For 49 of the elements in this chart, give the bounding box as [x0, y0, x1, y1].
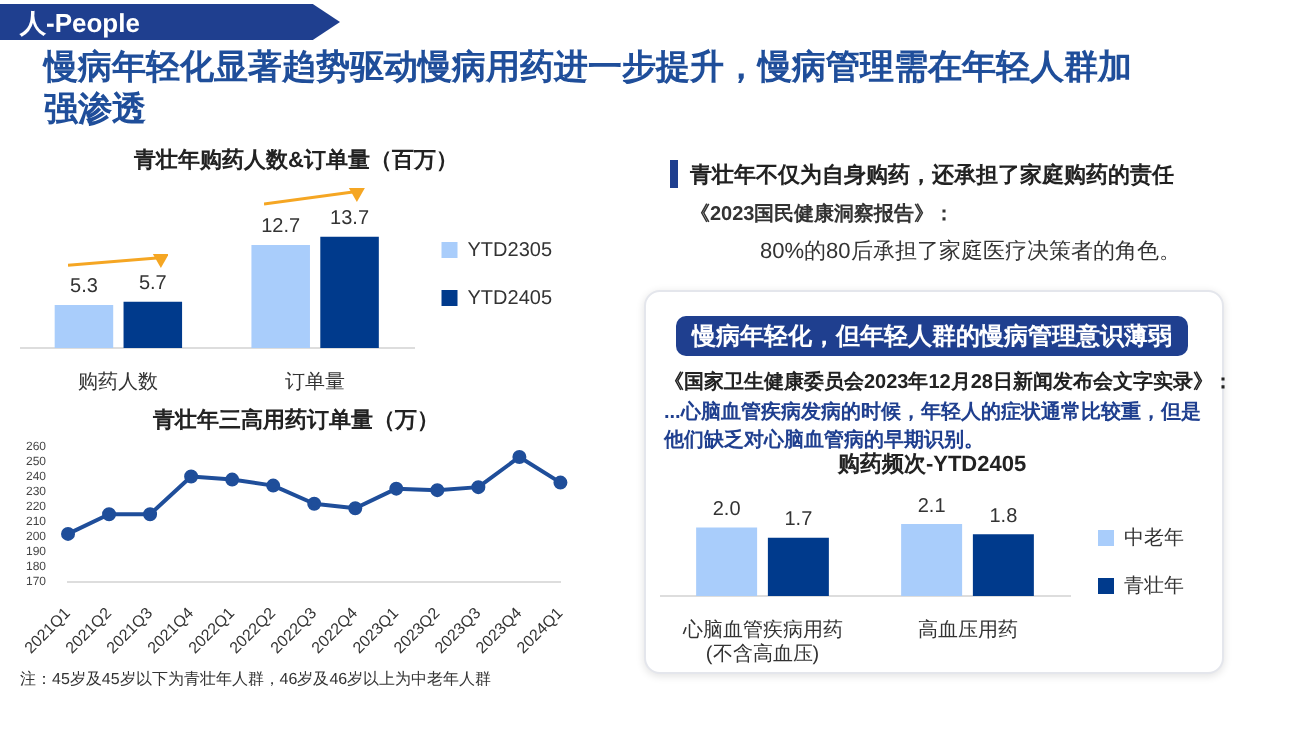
text: 慢病年轻化，但年轻人群的慢病管理意识薄弱 [676, 316, 1188, 356]
bar [54, 304, 114, 348]
point [184, 469, 199, 484]
text: 人-People [20, 6, 140, 42]
point [430, 483, 445, 498]
x-tick-label: 购药人数 [78, 369, 159, 394]
chart-title: 购药频次-YTD2405 [835, 451, 1027, 478]
legend-label: 青壮年 [1124, 573, 1184, 598]
point [102, 507, 117, 522]
chart-title: 青壮年三高用药订单量（万） [151, 407, 439, 434]
bar [251, 244, 310, 348]
bar [901, 524, 963, 596]
x-tick-label: 订单量 [285, 369, 346, 394]
text: 慢病年轻化显著趋势驱动慢病用药进一步提升，慢病管理需在年轻人群加强渗透 [44, 46, 1134, 130]
data-label: 1.8 [989, 505, 1019, 528]
data-label: 1.7 [784, 509, 814, 532]
point [348, 501, 363, 516]
point [307, 496, 322, 511]
point [266, 478, 281, 493]
point [225, 472, 240, 487]
point [389, 481, 404, 496]
data-label: 2.1 [917, 495, 947, 518]
legend-label: 中老年 [1124, 525, 1184, 550]
text: 青壮年不仅为自身购药，还承担了家庭购药的责任 [690, 161, 1174, 190]
data-label: 5.7 [138, 273, 168, 296]
text: 《2023国民健康洞察报告》： [690, 201, 955, 228]
point [61, 526, 76, 541]
bar [320, 236, 379, 348]
point [143, 507, 158, 522]
data-label: 2.0 [712, 499, 742, 522]
chart-title: 青壮年购药人数&订单量（百万） [132, 147, 458, 174]
data-label: 5.3 [70, 276, 99, 299]
bar [972, 534, 1034, 596]
point [553, 475, 568, 490]
text: 《国家卫生健康委员会2023年12月28日新闻发布会文字实录》： [664, 368, 1233, 396]
data-label: 13.7 [330, 208, 370, 231]
data-label: 12.7 [261, 216, 302, 239]
point [512, 449, 527, 464]
point [471, 480, 486, 495]
legend-label: YTD2305 [467, 239, 553, 262]
bar [767, 537, 829, 596]
text: 注：45岁及45岁以下为青壮年人群，46岁及46岁以上为中老年人群 [20, 668, 494, 690]
bar [696, 527, 758, 596]
text: 80%的80后承担了家庭医疗决策者的角色。 [760, 237, 1181, 266]
legend-label: YTD2405 [467, 287, 553, 310]
text: ...心脑血管疾病发病的时候，年轻人的症状通常比较重，但是他们缺乏对心脑血管病的早期识别。 [664, 400, 1203, 452]
x-tick-label: 心脑血管疾病用药(不含高血压) [680, 617, 843, 666]
x-tick-label: 高血压用药 [917, 617, 1018, 642]
bar [123, 301, 183, 348]
